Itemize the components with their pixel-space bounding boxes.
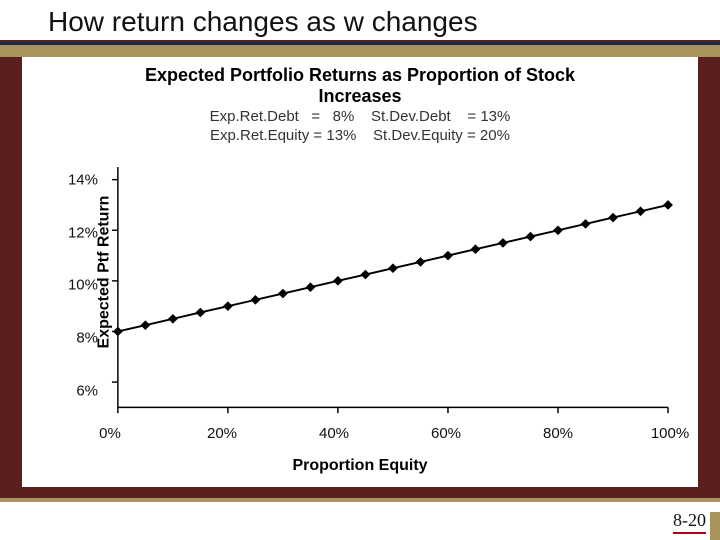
x-axis-label: Proportion Equity xyxy=(292,457,427,475)
accent-rule-top xyxy=(0,45,720,57)
data-marker xyxy=(471,244,481,254)
chart-svg xyxy=(110,167,670,417)
data-marker xyxy=(223,301,233,311)
y-tick-label: 6% xyxy=(76,382,98,399)
footer: 8-20 xyxy=(0,502,720,540)
data-marker xyxy=(168,314,178,324)
data-marker xyxy=(416,257,426,267)
data-marker xyxy=(581,219,591,229)
plot-area xyxy=(110,167,670,417)
data-marker xyxy=(636,206,646,216)
data-marker xyxy=(388,263,398,273)
chart-panel: Expected Portfolio Returns as Proportion… xyxy=(22,57,698,487)
chart-subtitle: Exp.Ret.Debt = 8% St.Dev.Debt = 13% Exp.… xyxy=(22,108,698,146)
data-marker xyxy=(553,225,563,235)
data-marker xyxy=(278,289,288,299)
x-tick-label: 20% xyxy=(207,425,237,442)
page-number: 8-20 xyxy=(673,510,706,534)
data-marker xyxy=(361,270,371,280)
y-tick-label: 14% xyxy=(68,172,98,189)
x-tick-label: 80% xyxy=(543,425,573,442)
data-marker xyxy=(306,282,316,292)
x-tick-label: 0% xyxy=(99,425,121,442)
x-tick-label: 60% xyxy=(431,425,461,442)
title-area: How return changes as w changes xyxy=(0,0,720,40)
chart-subtitle-line1: Exp.Ret.Debt = 8% St.Dev.Debt = 13% xyxy=(210,108,511,125)
data-marker xyxy=(608,213,618,223)
data-marker xyxy=(195,308,205,318)
accent-corner xyxy=(710,512,720,540)
data-marker xyxy=(250,295,260,305)
data-marker xyxy=(498,238,508,248)
chart-subtitle-line2: Exp.Ret.Equity = 13% St.Dev.Equity = 20% xyxy=(210,127,510,144)
x-tick-label: 40% xyxy=(319,425,349,442)
chart-title-line1: Expected Portfolio Returns as Proportion… xyxy=(145,65,575,85)
slide-title: How return changes as w changes xyxy=(48,6,720,38)
data-marker xyxy=(663,200,673,210)
y-tick-label: 10% xyxy=(68,277,98,294)
slide-root: How return changes as w changes Expected… xyxy=(0,0,720,540)
data-marker xyxy=(333,276,343,286)
data-marker xyxy=(113,327,123,337)
y-tick-label: 12% xyxy=(68,224,98,241)
data-marker xyxy=(526,232,536,242)
data-marker xyxy=(140,320,150,330)
chart-title: Expected Portfolio Returns as Proportion… xyxy=(22,57,698,106)
chart-title-line2: Increases xyxy=(318,86,401,106)
x-tick-label: 100% xyxy=(651,425,689,442)
data-marker xyxy=(443,251,453,261)
